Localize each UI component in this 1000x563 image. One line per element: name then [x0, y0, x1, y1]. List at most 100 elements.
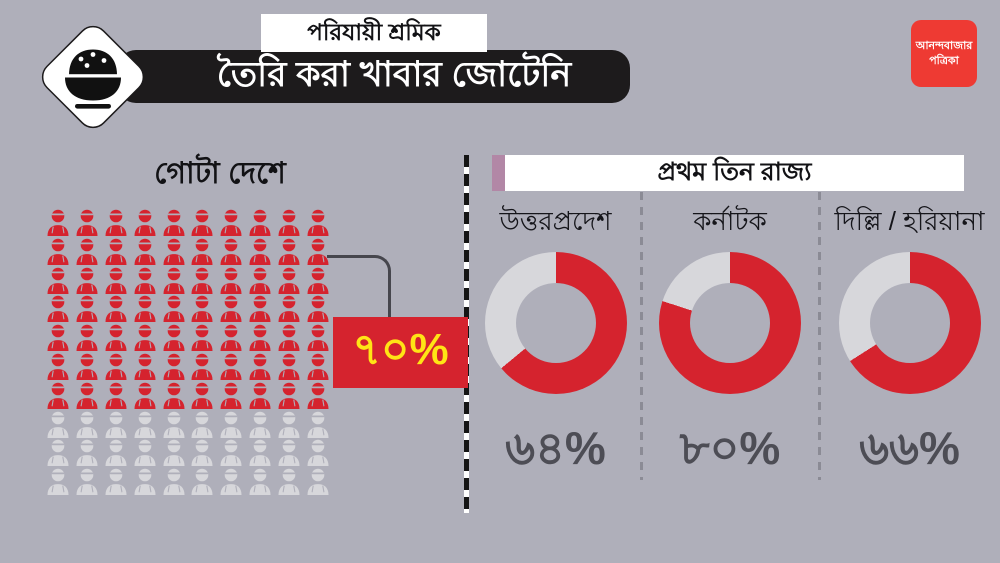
- state-percentage: ৬৬%: [859, 422, 960, 474]
- person-icon: [163, 238, 185, 265]
- person-icon: [47, 468, 69, 496]
- person-icon: [76, 238, 98, 265]
- person-icon: [163, 324, 185, 352]
- rice-bowl-icon: [34, 18, 152, 136]
- donut-chart: [659, 252, 801, 394]
- person-icon: [163, 382, 185, 409]
- person-icon: [76, 267, 98, 294]
- person-icon: [47, 440, 69, 467]
- person-icon: [163, 296, 185, 323]
- person-icon: [134, 324, 156, 352]
- person-icon: [191, 296, 213, 323]
- person-icon: [307, 411, 329, 438]
- person-icon: [307, 440, 329, 467]
- person-icon: [47, 324, 69, 352]
- donut-hole: [515, 283, 596, 363]
- person-icon: [278, 324, 300, 352]
- person-icon: [76, 296, 98, 323]
- person-icon: [76, 411, 98, 438]
- person-icon: [105, 209, 127, 236]
- person-icon: [249, 324, 271, 352]
- person-icon: [47, 238, 69, 265]
- person-icon: [191, 440, 213, 467]
- state-column-karnataka: কর্নাটক ৮০%: [641, 203, 819, 490]
- person-icon: [191, 324, 213, 352]
- person-icon: [278, 411, 300, 438]
- person-icon: [307, 238, 329, 265]
- person-icon: [105, 411, 127, 438]
- kicker-text: পরিযায়ী শ্রমিক: [307, 18, 441, 45]
- person-icon: [76, 353, 98, 380]
- person-icon: [220, 382, 242, 409]
- person-icon: [220, 468, 242, 496]
- person-icon: [134, 267, 156, 294]
- person-icon: [163, 440, 185, 467]
- person-icon: [47, 296, 69, 323]
- person-icon: [105, 440, 127, 467]
- state-percentage: ৬৪%: [505, 422, 606, 474]
- main-title-banner: তৈরি করা খাবার জোটেনি: [118, 50, 630, 103]
- person-icon: [47, 209, 69, 236]
- right-section-title: প্রথম তিন রাজ্য: [657, 157, 812, 186]
- person-icon: [220, 296, 242, 323]
- donut-hole: [869, 283, 950, 363]
- person-icon: [249, 238, 271, 265]
- person-icon: [134, 296, 156, 323]
- person-icon: [76, 209, 98, 236]
- person-icon: [163, 267, 185, 294]
- person-icon: [220, 324, 242, 352]
- people-pictogram: [46, 209, 338, 497]
- person-icon: [134, 238, 156, 265]
- left-section-title: গোটা দেশে: [154, 157, 286, 190]
- person-icon: [105, 468, 127, 496]
- person-icon: [76, 440, 98, 467]
- person-icon: [307, 468, 329, 496]
- anandabazar-patrika-logo: আনন্দবাজার পত্রিকা: [911, 20, 977, 87]
- person-icon: [191, 209, 213, 236]
- person-icon: [76, 324, 98, 352]
- person-icon: [47, 382, 69, 409]
- callout-percentage-box: ৭০%: [333, 317, 468, 388]
- person-icon: [191, 382, 213, 409]
- titlebar-accent-block: [492, 155, 505, 191]
- donut-chart: [484, 252, 627, 394]
- person-icon: [220, 267, 242, 294]
- column-separator: [640, 192, 643, 480]
- state-name: কর্নাটক: [693, 206, 767, 236]
- person-icon: [163, 209, 185, 236]
- person-icon: [249, 209, 271, 236]
- person-icon: [76, 468, 98, 496]
- person-icon: [249, 296, 271, 323]
- person-icon: [278, 296, 300, 323]
- person-icon: [134, 411, 156, 438]
- person-icon: [191, 238, 213, 265]
- person-icon: [105, 353, 127, 380]
- person-icon: [249, 382, 271, 409]
- person-icon: [278, 468, 300, 496]
- person-icon: [307, 353, 329, 380]
- person-icon: [191, 411, 213, 438]
- person-icon: [134, 468, 156, 496]
- person-icon: [191, 353, 213, 380]
- state-column-uttar-pradesh: উত্তরপ্রদেশ ৬৪%: [470, 203, 641, 490]
- right-section-titlebar: প্রথম তিন রাজ্য: [492, 155, 964, 191]
- logo-line-1: আনন্দবাজার: [915, 40, 973, 53]
- person-icon: [105, 382, 127, 409]
- person-icon: [220, 440, 242, 467]
- person-icon: [278, 238, 300, 265]
- person-icon: [76, 382, 98, 409]
- person-icon: [105, 267, 127, 294]
- logo-line-2: পত্রিকা: [929, 54, 959, 67]
- callout-connector-line: [327, 255, 391, 319]
- person-icon: [278, 382, 300, 409]
- person-icon: [191, 468, 213, 496]
- person-icon: [278, 267, 300, 294]
- person-icon: [47, 411, 69, 438]
- person-icon: [191, 267, 213, 294]
- person-icon: [249, 468, 271, 496]
- person-icon: [249, 353, 271, 380]
- person-icon: [105, 238, 127, 265]
- person-icon: [105, 296, 127, 323]
- person-icon: [249, 267, 271, 294]
